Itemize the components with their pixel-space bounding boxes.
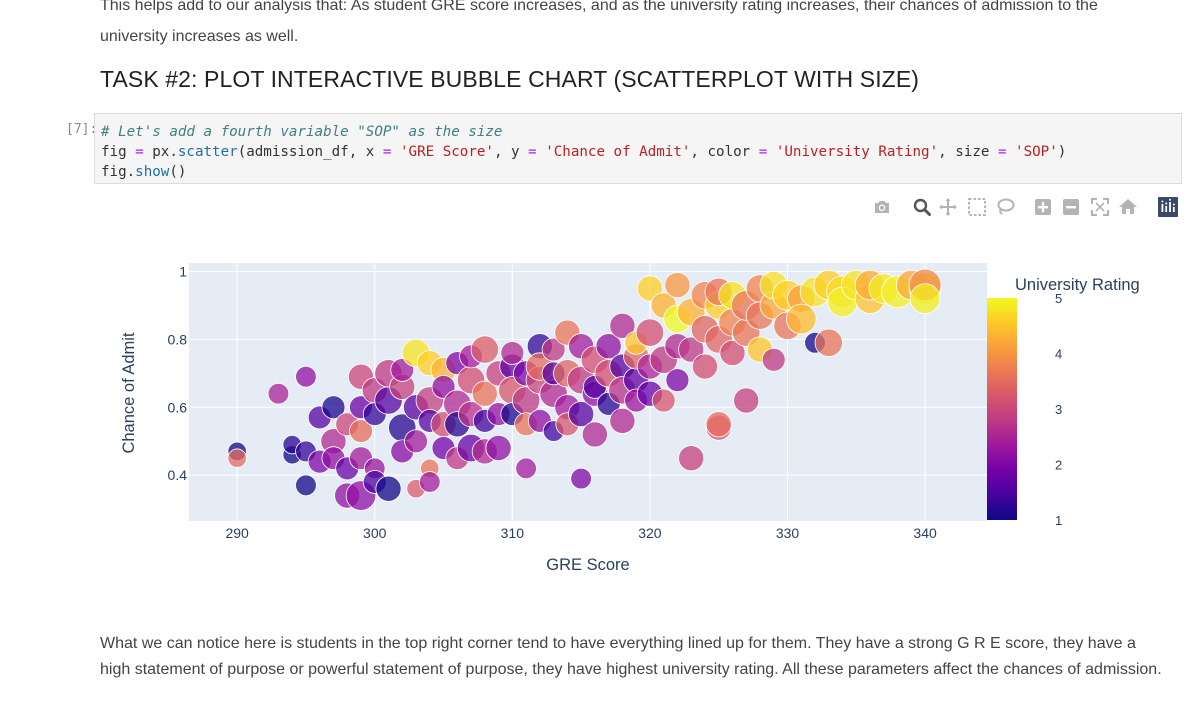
scatter-point[interactable]: [691, 353, 718, 380]
scatter-point[interactable]: [375, 475, 402, 502]
scatter-point[interactable]: [595, 333, 622, 360]
scatter-point[interactable]: [733, 387, 760, 414]
y-axis-title: Chance of Admit: [120, 332, 138, 453]
scatter-point[interactable]: [267, 382, 290, 405]
y-axis-ticks: 0.4 0.6 0.8 1: [168, 263, 188, 483]
colorbar-tick-label: 2: [1055, 458, 1062, 473]
scatter-point[interactable]: [581, 421, 608, 448]
colorbar-title: University Rating: [1015, 276, 1140, 294]
scatter-point[interactable]: [570, 467, 592, 490]
colorbar-tick-label: 5: [1055, 291, 1062, 306]
scatter-point[interactable]: [470, 335, 499, 364]
code-line-3: fig.show(): [101, 164, 187, 180]
zoom-icon[interactable]: [910, 195, 934, 219]
x-tick-label: 330: [776, 525, 800, 541]
scatter-point[interactable]: [609, 312, 636, 339]
colorbar-tick-label: 4: [1055, 347, 1062, 362]
section-heading: TASK #2: PLOT INTERACTIVE BUBBLE CHART (…: [100, 66, 920, 92]
scatter-point[interactable]: [635, 318, 665, 347]
zoom-in-icon[interactable]: [1031, 195, 1055, 219]
intro-paragraph: This helps add to our analysis that: As …: [100, 0, 1098, 45]
colorbar-tick-label: 3: [1055, 402, 1062, 417]
y-tick-label: 1: [179, 263, 187, 279]
scatter-point[interactable]: [404, 429, 428, 454]
scatter-point[interactable]: [485, 434, 512, 462]
x-tick-label: 320: [638, 525, 662, 541]
scatter-point[interactable]: [227, 448, 247, 468]
scatter-point[interactable]: [471, 380, 498, 407]
plotly-modebar: [866, 195, 1182, 219]
x-axis-title: GRE Score: [546, 556, 629, 574]
colorbar-tick-label: 1: [1055, 513, 1062, 528]
colorbar-ticks: 1 2 3 4 5: [1055, 291, 1062, 528]
x-tick-label: 300: [363, 525, 387, 541]
scatter-point[interactable]: [568, 401, 595, 428]
x-tick-label: 310: [501, 525, 525, 541]
colorbar: [987, 298, 1017, 520]
x-tick-label: 340: [913, 525, 937, 541]
code-editor[interactable]: # Let's add a fourth variable "SOP" as t…: [101, 122, 1066, 182]
scatter-point[interactable]: [515, 457, 537, 480]
code-line-2: fig = px.scatter(admission_df, x = 'GRE …: [101, 144, 1067, 160]
scatter-point[interactable]: [295, 474, 317, 497]
scatter-point[interactable]: [541, 337, 566, 362]
scatter-point[interactable]: [785, 303, 817, 335]
reset-axes-icon[interactable]: [1116, 195, 1140, 219]
scatter-point[interactable]: [609, 407, 636, 434]
y-tick-label: 0.8: [168, 331, 188, 347]
pan-icon[interactable]: [936, 195, 960, 219]
scatter-point[interactable]: [814, 328, 843, 357]
scatter-point[interactable]: [705, 411, 732, 438]
lasso-icon[interactable]: [993, 195, 1017, 219]
zoom-out-icon[interactable]: [1059, 195, 1083, 219]
scatter-point[interactable]: [665, 368, 690, 393]
scatter-point[interactable]: [321, 395, 346, 420]
box-select-icon[interactable]: [965, 195, 989, 219]
scatter-point[interactable]: [719, 339, 746, 366]
x-tick-label: 290: [225, 525, 249, 541]
code-cell[interactable]: # Let's add a fourth variable "SOP" as t…: [94, 113, 1182, 184]
scatter-point[interactable]: [664, 272, 691, 299]
scatter-point[interactable]: [349, 419, 373, 443]
y-tick-label: 0.4: [168, 467, 188, 483]
plotly-logo-icon[interactable]: [1156, 195, 1180, 219]
scatter-point[interactable]: [678, 445, 705, 472]
scatter-point[interactable]: [500, 341, 525, 365]
bubble-chart[interactable]: 290 300 310 320 330 340 0.40.60.81 GRE Score …: [0, 228, 1200, 588]
scatter-points[interactable]: [227, 268, 942, 511]
scatter-point[interactable]: [651, 388, 676, 413]
scatter-point[interactable]: [295, 365, 317, 388]
scatter-point[interactable]: [761, 347, 786, 372]
x-axis-ticks: 290 300 310 320 330 340: [225, 525, 937, 541]
cell-prompt: [7]:: [66, 122, 98, 137]
y-tick-label: 0.6: [168, 399, 188, 415]
autoscale-icon[interactable]: [1088, 195, 1112, 219]
scatter-point[interactable]: [909, 283, 941, 314]
code-comment: # Let's add a fourth variable "SOP" as t…: [101, 124, 503, 140]
outro-paragraph: What we can notice here is students in t…: [100, 635, 1162, 678]
camera-icon[interactable]: [870, 195, 894, 219]
scatter-point[interactable]: [419, 471, 441, 493]
